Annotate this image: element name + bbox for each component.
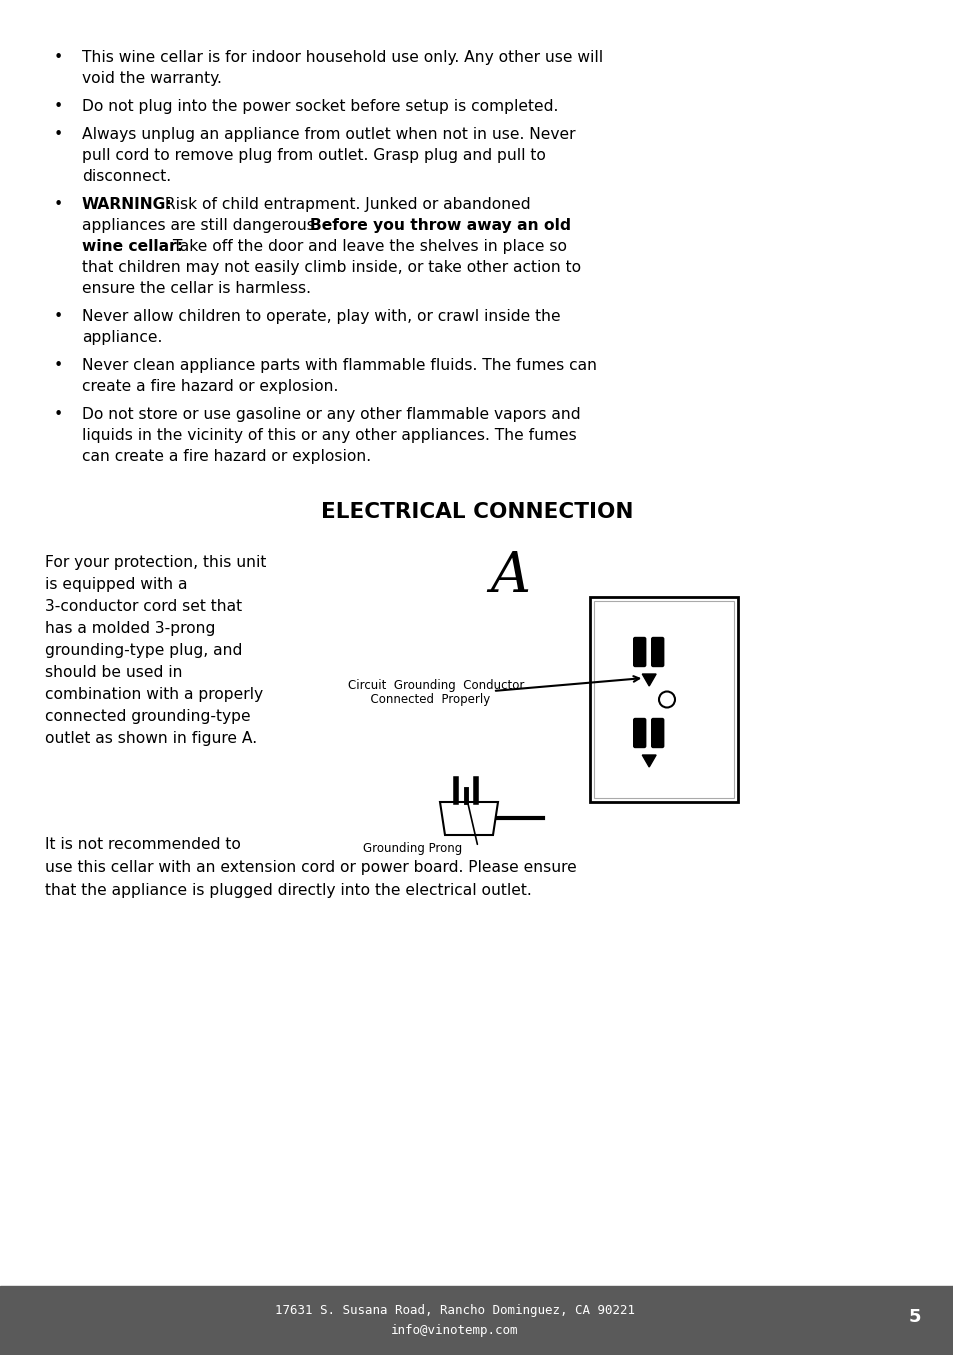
Polygon shape (439, 802, 497, 835)
FancyBboxPatch shape (651, 637, 663, 667)
Bar (0, 1286, 953, 1355)
Circle shape (659, 691, 675, 707)
Text: Take off the door and leave the shelves in place so: Take off the door and leave the shelves … (168, 238, 566, 253)
Text: liquids in the vicinity of this or any other appliances. The fumes: liquids in the vicinity of this or any o… (82, 428, 577, 443)
Text: 3-conductor cord set that: 3-conductor cord set that (45, 599, 242, 614)
Text: •: • (53, 127, 63, 142)
Text: create a fire hazard or explosion.: create a fire hazard or explosion. (82, 379, 338, 394)
FancyBboxPatch shape (633, 718, 645, 748)
Text: Risk of child entrapment. Junked or abandoned: Risk of child entrapment. Junked or aban… (160, 196, 530, 211)
Text: •: • (53, 406, 63, 421)
Text: Do not plug into the power socket before setup is completed.: Do not plug into the power socket before… (82, 99, 558, 114)
Text: connected grounding-type: connected grounding-type (45, 709, 251, 724)
Text: void the warranty.: void the warranty. (82, 70, 222, 85)
Text: •: • (53, 358, 63, 373)
Text: is equipped with a: is equipped with a (45, 577, 188, 592)
Text: •: • (53, 99, 63, 114)
Text: wine cellar:: wine cellar: (82, 238, 183, 253)
Bar (594, 602, 733, 798)
Text: appliances are still dangerous.: appliances are still dangerous. (82, 218, 324, 233)
Text: Circuit  Grounding  Conductor: Circuit Grounding Conductor (348, 679, 524, 692)
Text: combination with a properly: combination with a properly (45, 687, 263, 702)
Text: 17631 S. Susana Road, Rancho Dominguez, CA 90221: 17631 S. Susana Road, Rancho Dominguez, … (274, 1304, 635, 1317)
Text: •: • (53, 309, 63, 324)
Text: WARNING:: WARNING: (82, 196, 172, 211)
Text: A: A (490, 549, 530, 604)
Text: ensure the cellar is harmless.: ensure the cellar is harmless. (82, 280, 311, 295)
Text: that the appliance is plugged directly into the electrical outlet.: that the appliance is plugged directly i… (45, 883, 531, 898)
Text: Grounding Prong: Grounding Prong (363, 841, 462, 855)
Text: •: • (53, 196, 63, 211)
Text: Do not store or use gasoline or any other flammable vapors and: Do not store or use gasoline or any othe… (82, 406, 580, 421)
Text: info@vinotemp.com: info@vinotemp.com (391, 1324, 518, 1337)
Text: use this cellar with an extension cord or power board. Please ensure: use this cellar with an extension cord o… (45, 860, 577, 875)
Text: can create a fire hazard or explosion.: can create a fire hazard or explosion. (82, 449, 371, 463)
Bar (589, 598, 738, 802)
Text: Connected  Properly: Connected Properly (348, 692, 490, 706)
Text: Always unplug an appliance from outlet when not in use. Never: Always unplug an appliance from outlet w… (82, 127, 575, 142)
Text: outlet as shown in figure A.: outlet as shown in figure A. (45, 730, 257, 747)
Text: disconnect.: disconnect. (82, 169, 171, 184)
Text: has a molded 3-prong: has a molded 3-prong (45, 621, 215, 635)
Text: that children may not easily climb inside, or take other action to: that children may not easily climb insid… (82, 260, 580, 275)
Text: This wine cellar is for indoor household use only. Any other use will: This wine cellar is for indoor household… (82, 50, 602, 65)
Text: •: • (53, 50, 63, 65)
Text: Never clean appliance parts with flammable fluids. The fumes can: Never clean appliance parts with flammab… (82, 358, 597, 373)
Text: ELECTRICAL CONNECTION: ELECTRICAL CONNECTION (320, 501, 633, 522)
FancyBboxPatch shape (651, 718, 663, 748)
Text: Never allow children to operate, play with, or crawl inside the: Never allow children to operate, play wi… (82, 309, 560, 324)
Text: It is not recommended to: It is not recommended to (45, 837, 240, 852)
Text: should be used in: should be used in (45, 665, 182, 680)
Text: grounding-type plug, and: grounding-type plug, and (45, 644, 242, 659)
Text: 5: 5 (908, 1308, 921, 1327)
Text: Before you throw away an old: Before you throw away an old (310, 218, 571, 233)
FancyBboxPatch shape (633, 637, 645, 667)
Text: For your protection, this unit: For your protection, this unit (45, 556, 266, 570)
Text: appliance.: appliance. (82, 331, 162, 346)
Text: pull cord to remove plug from outlet. Grasp plug and pull to: pull cord to remove plug from outlet. Gr… (82, 148, 545, 163)
